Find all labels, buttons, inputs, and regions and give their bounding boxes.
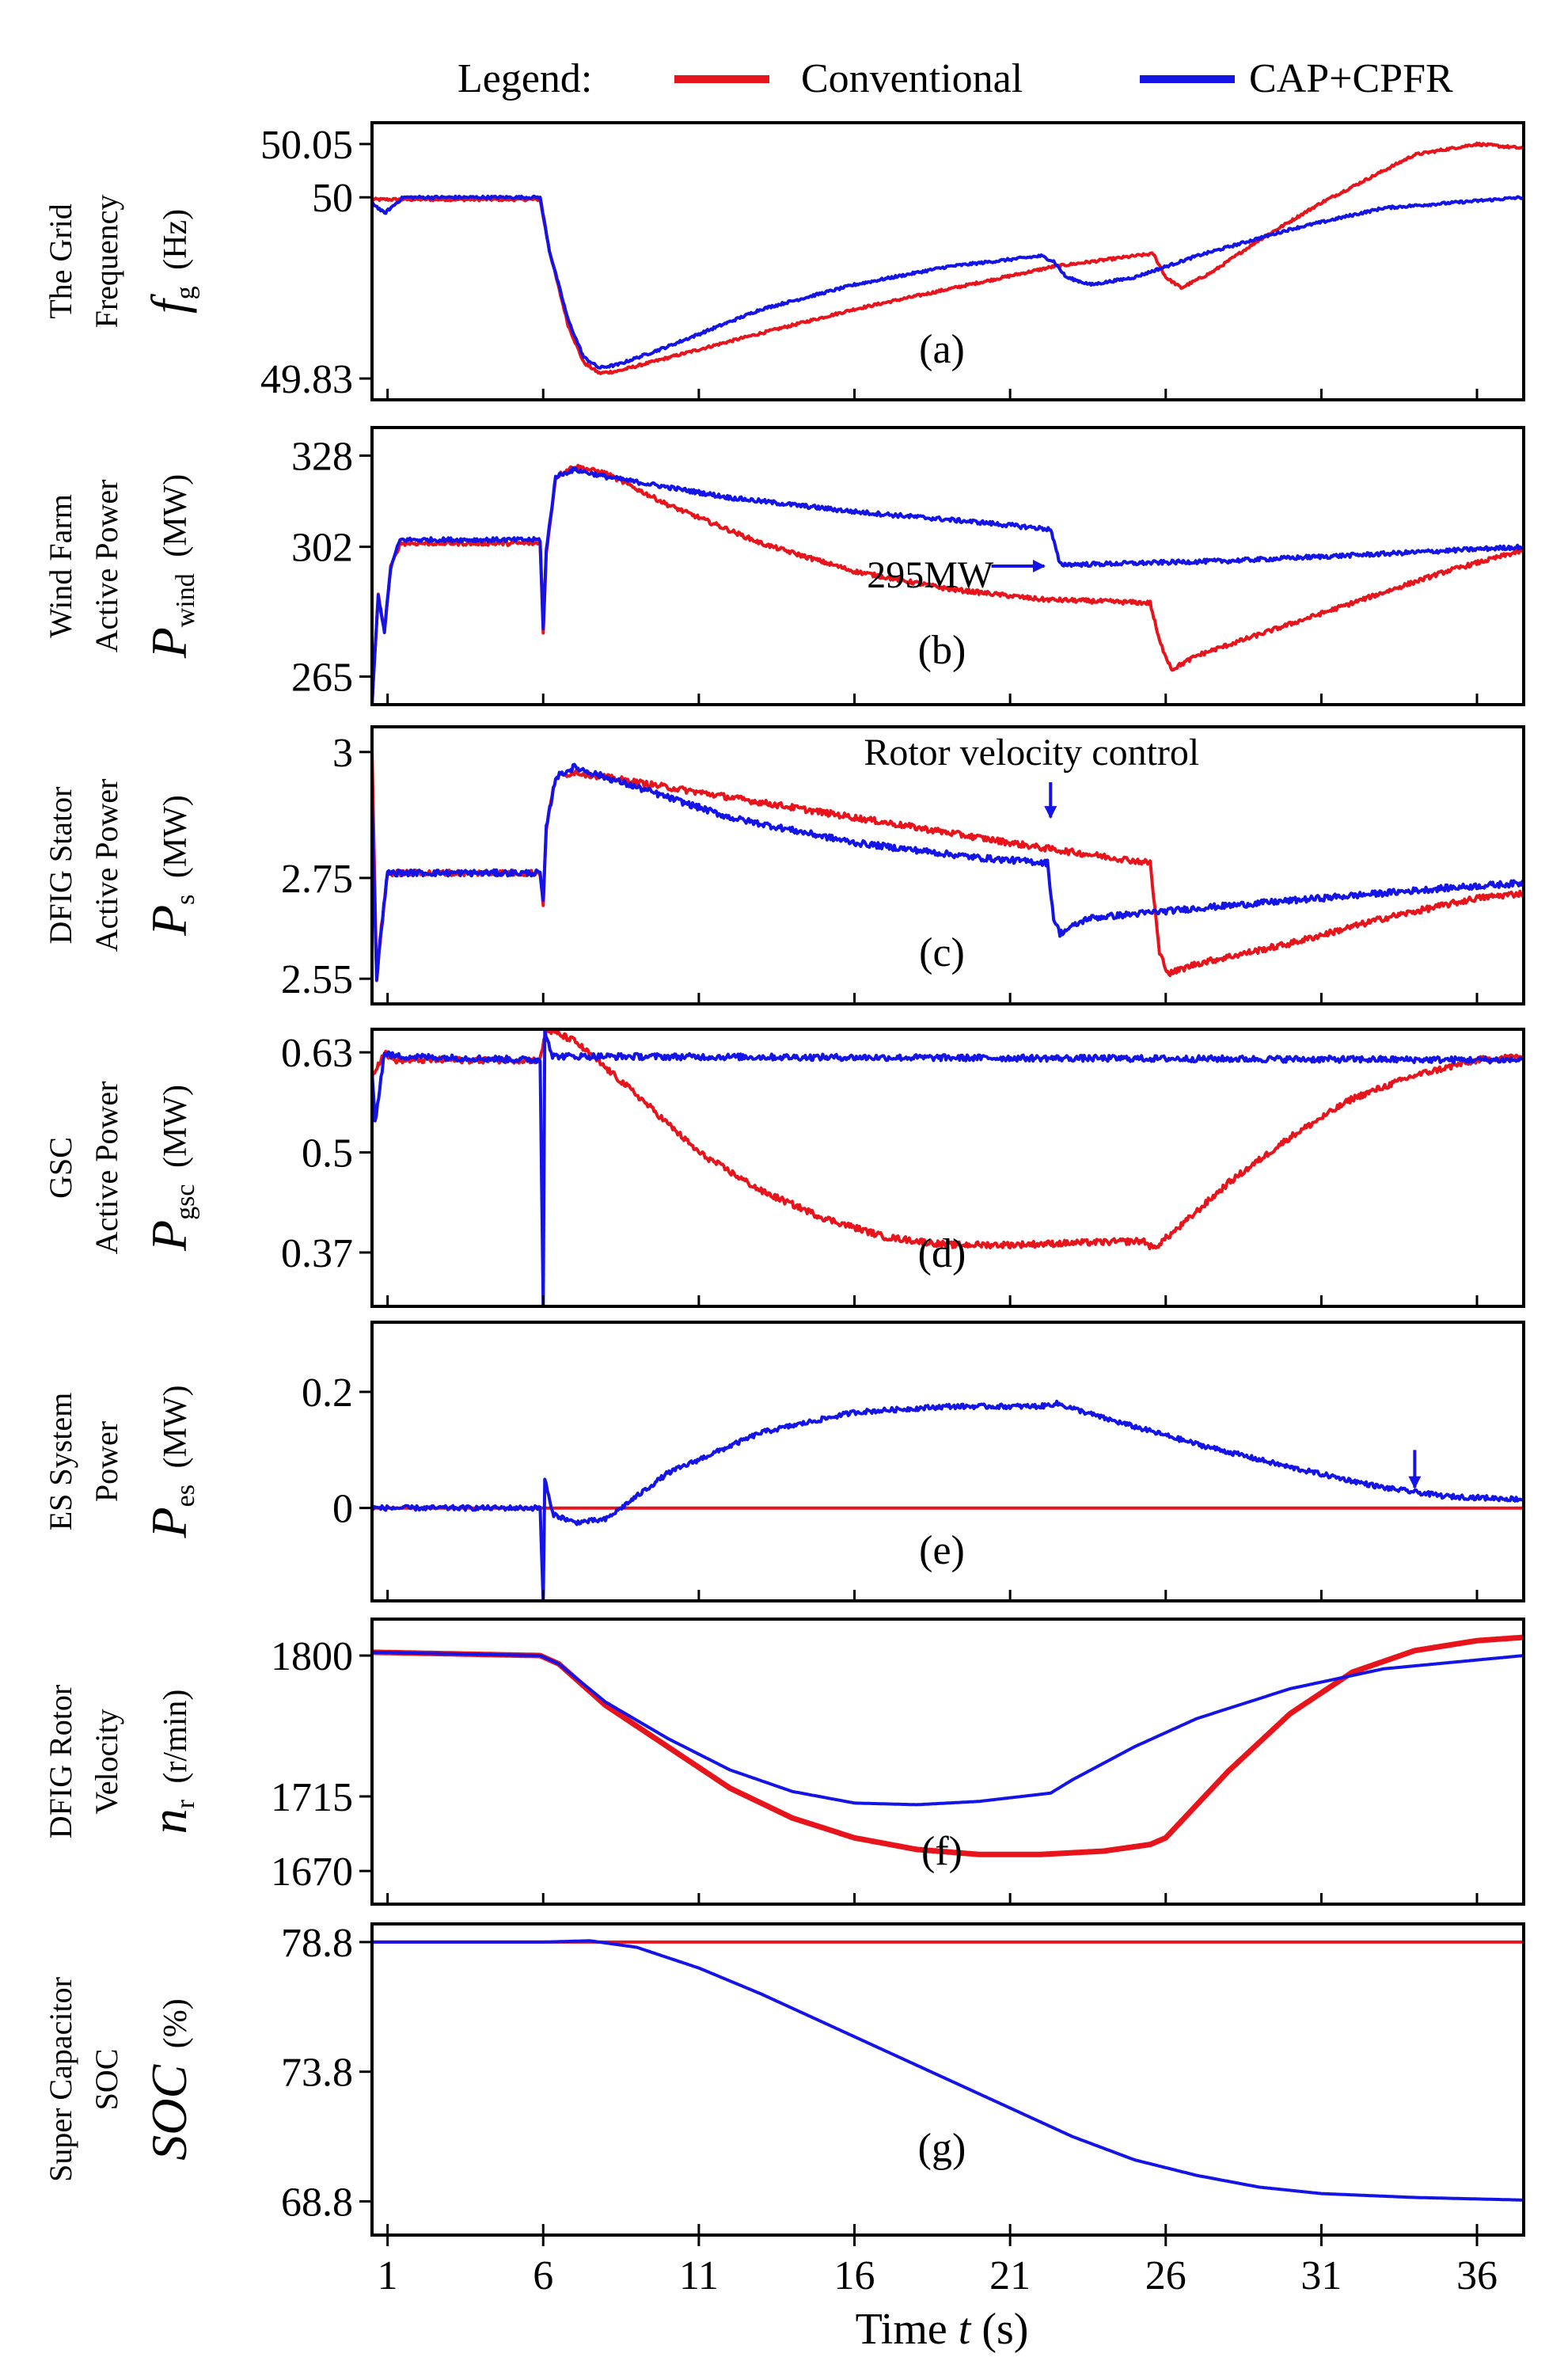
ylabel-line-b: Wind Farm	[43, 494, 78, 638]
ytick-label-g: 73.8	[281, 2051, 353, 2096]
x-axis-label: Time t (s)	[856, 2305, 1029, 2354]
panel-g: 68.8 73.8 78.8 (g) Super Capacitor SOC SOC (%)	[43, 1921, 1525, 2237]
ylabel-line-a: The Grid	[43, 203, 78, 319]
ytick-label-d: 0.63	[281, 1031, 353, 1076]
xtick-label: 6	[533, 2253, 553, 2298]
ylabel-symbol-a: fg (Hz)	[141, 209, 200, 314]
ylabel-line-e: ES System	[43, 1393, 78, 1530]
panel-label-b: (b)	[918, 628, 966, 673]
panel-label-f: (f)	[921, 1829, 962, 1874]
panel-frame-g	[370, 1922, 1525, 2237]
ylabel-symbol-f: nr (r/min)	[141, 1690, 200, 1834]
panel-label-a: (a)	[919, 327, 965, 372]
ytick-label-a: 49.83	[260, 357, 353, 402]
ytick-label-f: 1670	[271, 1849, 353, 1895]
xtick-label: 16	[834, 2253, 875, 2298]
ylabel-line-d: Active Power	[89, 1082, 124, 1255]
ytick-label-d: 0.37	[281, 1231, 353, 1276]
legend: Legend: Conventional CAP+CPFR	[457, 56, 1453, 101]
ylabel-line-a: Frequency	[89, 195, 124, 329]
panel-f: 1670 1715 1800 (f) DFIG Rotor Velocity nr (r/m…	[43, 1618, 1525, 1906]
ytick-label-e: 0.2	[302, 1370, 353, 1416]
ytick-label-c: 2.55	[281, 957, 353, 1002]
ytick-label-b: 302	[291, 526, 353, 571]
panel-d: 0.37 0.5 0.63 (d) GSC Active Power Pgsc (MW)	[43, 1028, 1525, 1308]
panel-frame-e	[370, 1321, 1525, 1602]
annotation-text-b: 295MW	[867, 554, 994, 596]
panel-e: 0 0.2 (e) ES System Power Pes (MW)	[43, 1321, 1525, 1602]
ylabel-symbol-d: Pgsc (MW)	[141, 1085, 200, 1252]
ylabel-line-b: Active Power	[89, 480, 124, 653]
panel-label-d: (d)	[918, 1231, 966, 1276]
legend-title: Legend:	[457, 56, 592, 101]
ylabel-symbol-e: Pes (MW)	[141, 1386, 200, 1539]
x-axis: 1 6 11 16 21 26 31 36	[378, 2235, 1498, 2298]
panel-frame-c	[370, 725, 1525, 1006]
ylabel-symbol-b: Pwind (MW)	[141, 474, 200, 660]
legend-label-cap-cpfr: CAP+CPFR	[1249, 56, 1453, 101]
series-line-f-cap-cpfr	[372, 1650, 1524, 1807]
ytick-label-e: 0	[332, 1487, 353, 1532]
legend-label-conventional: Conventional	[801, 56, 1023, 101]
ytick-label-a: 50	[312, 176, 353, 221]
xtick-label: 21	[989, 2253, 1031, 2298]
ytick-label-f: 1800	[271, 1634, 353, 1679]
xtick-label: 31	[1300, 2253, 1342, 2298]
ylabel-symbol-c: Ps (MW)	[141, 795, 200, 937]
series-line-a-cap-cpfr	[372, 194, 1524, 370]
ytick-label-g: 78.8	[281, 1921, 353, 1966]
panel-label-e: (e)	[919, 1528, 965, 1573]
ytick-label-c: 2.75	[281, 857, 353, 902]
series-line-f-conventional	[372, 1634, 1524, 1857]
ytick-label-b: 265	[291, 656, 353, 701]
panel-b: 265 302 328 (b) Wind Farm Active Power Pwind (…	[43, 426, 1525, 706]
panel-label-g: (g)	[918, 2126, 966, 2171]
series-line-g-cap-cpfr	[372, 1939, 1524, 2202]
panels: 49.83 50 50.05 (a) The Grid Frequency fg (Hz) 2…	[43, 121, 1525, 2237]
series-line-d-conventional	[372, 1029, 1524, 1251]
ytick-label-f: 1715	[271, 1775, 353, 1820]
annotation-text-c: Rotor velocity control	[864, 732, 1199, 774]
ylabel-line-g: SOC	[89, 2049, 124, 2111]
ytick-label-c: 3	[332, 731, 353, 776]
panel-label-c: (c)	[919, 930, 965, 975]
panel-c: 2.55 2.75 3 (c) DFIG Stator Active Power Ps (M…	[43, 725, 1525, 1006]
ylabel-line-c: DFIG Stator	[43, 787, 78, 945]
ylabel-line-f: Velocity	[89, 1709, 124, 1814]
ytick-label-g: 68.8	[281, 2180, 353, 2225]
ytick-label-d: 0.5	[302, 1131, 353, 1177]
series-line-d-cap-cpfr	[372, 1029, 1524, 1306]
series-line-e-cap-cpfr	[372, 1399, 1524, 1601]
panel-a: 49.83 50 50.05 (a) The Grid Frequency fg (Hz)	[43, 121, 1525, 402]
ylabel-line-f: DFIG Rotor	[43, 1685, 78, 1838]
xtick-label: 26	[1145, 2253, 1186, 2298]
panel-frame-f	[370, 1618, 1525, 1906]
ylabel-line-c: Active Power	[89, 779, 124, 952]
xtick-label: 36	[1456, 2253, 1498, 2298]
ylabel-symbol-g: SOC (%)	[141, 1998, 197, 2160]
xtick-label: 1	[378, 2253, 398, 2298]
xtick-label: 11	[679, 2253, 719, 2298]
ylabel-line-e: Power	[89, 1421, 124, 1502]
ylabel-line-g: Super Capacitor	[43, 1977, 78, 2182]
series-line-b-cap-cpfr	[372, 466, 1524, 705]
panel-frame-b	[370, 426, 1525, 706]
panel-frame-a	[370, 121, 1525, 401]
series-line-c-cap-cpfr	[372, 762, 1524, 982]
ytick-label-a: 50.05	[260, 123, 353, 168]
panel-frame-d	[370, 1028, 1525, 1308]
ylabel-line-d: GSC	[43, 1137, 78, 1199]
ytick-label-b: 328	[291, 434, 353, 479]
